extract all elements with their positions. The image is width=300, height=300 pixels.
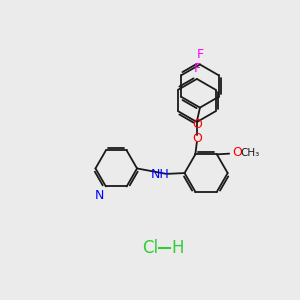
Text: N: N [95, 189, 104, 202]
Text: H: H [171, 239, 184, 257]
Text: CH₃: CH₃ [240, 148, 259, 158]
Text: Cl: Cl [142, 239, 158, 257]
Text: O: O [232, 146, 242, 159]
Text: O: O [192, 118, 202, 131]
Text: O: O [192, 133, 202, 146]
Text: F: F [196, 48, 203, 61]
Text: F: F [193, 62, 200, 75]
Text: NH: NH [151, 168, 169, 181]
